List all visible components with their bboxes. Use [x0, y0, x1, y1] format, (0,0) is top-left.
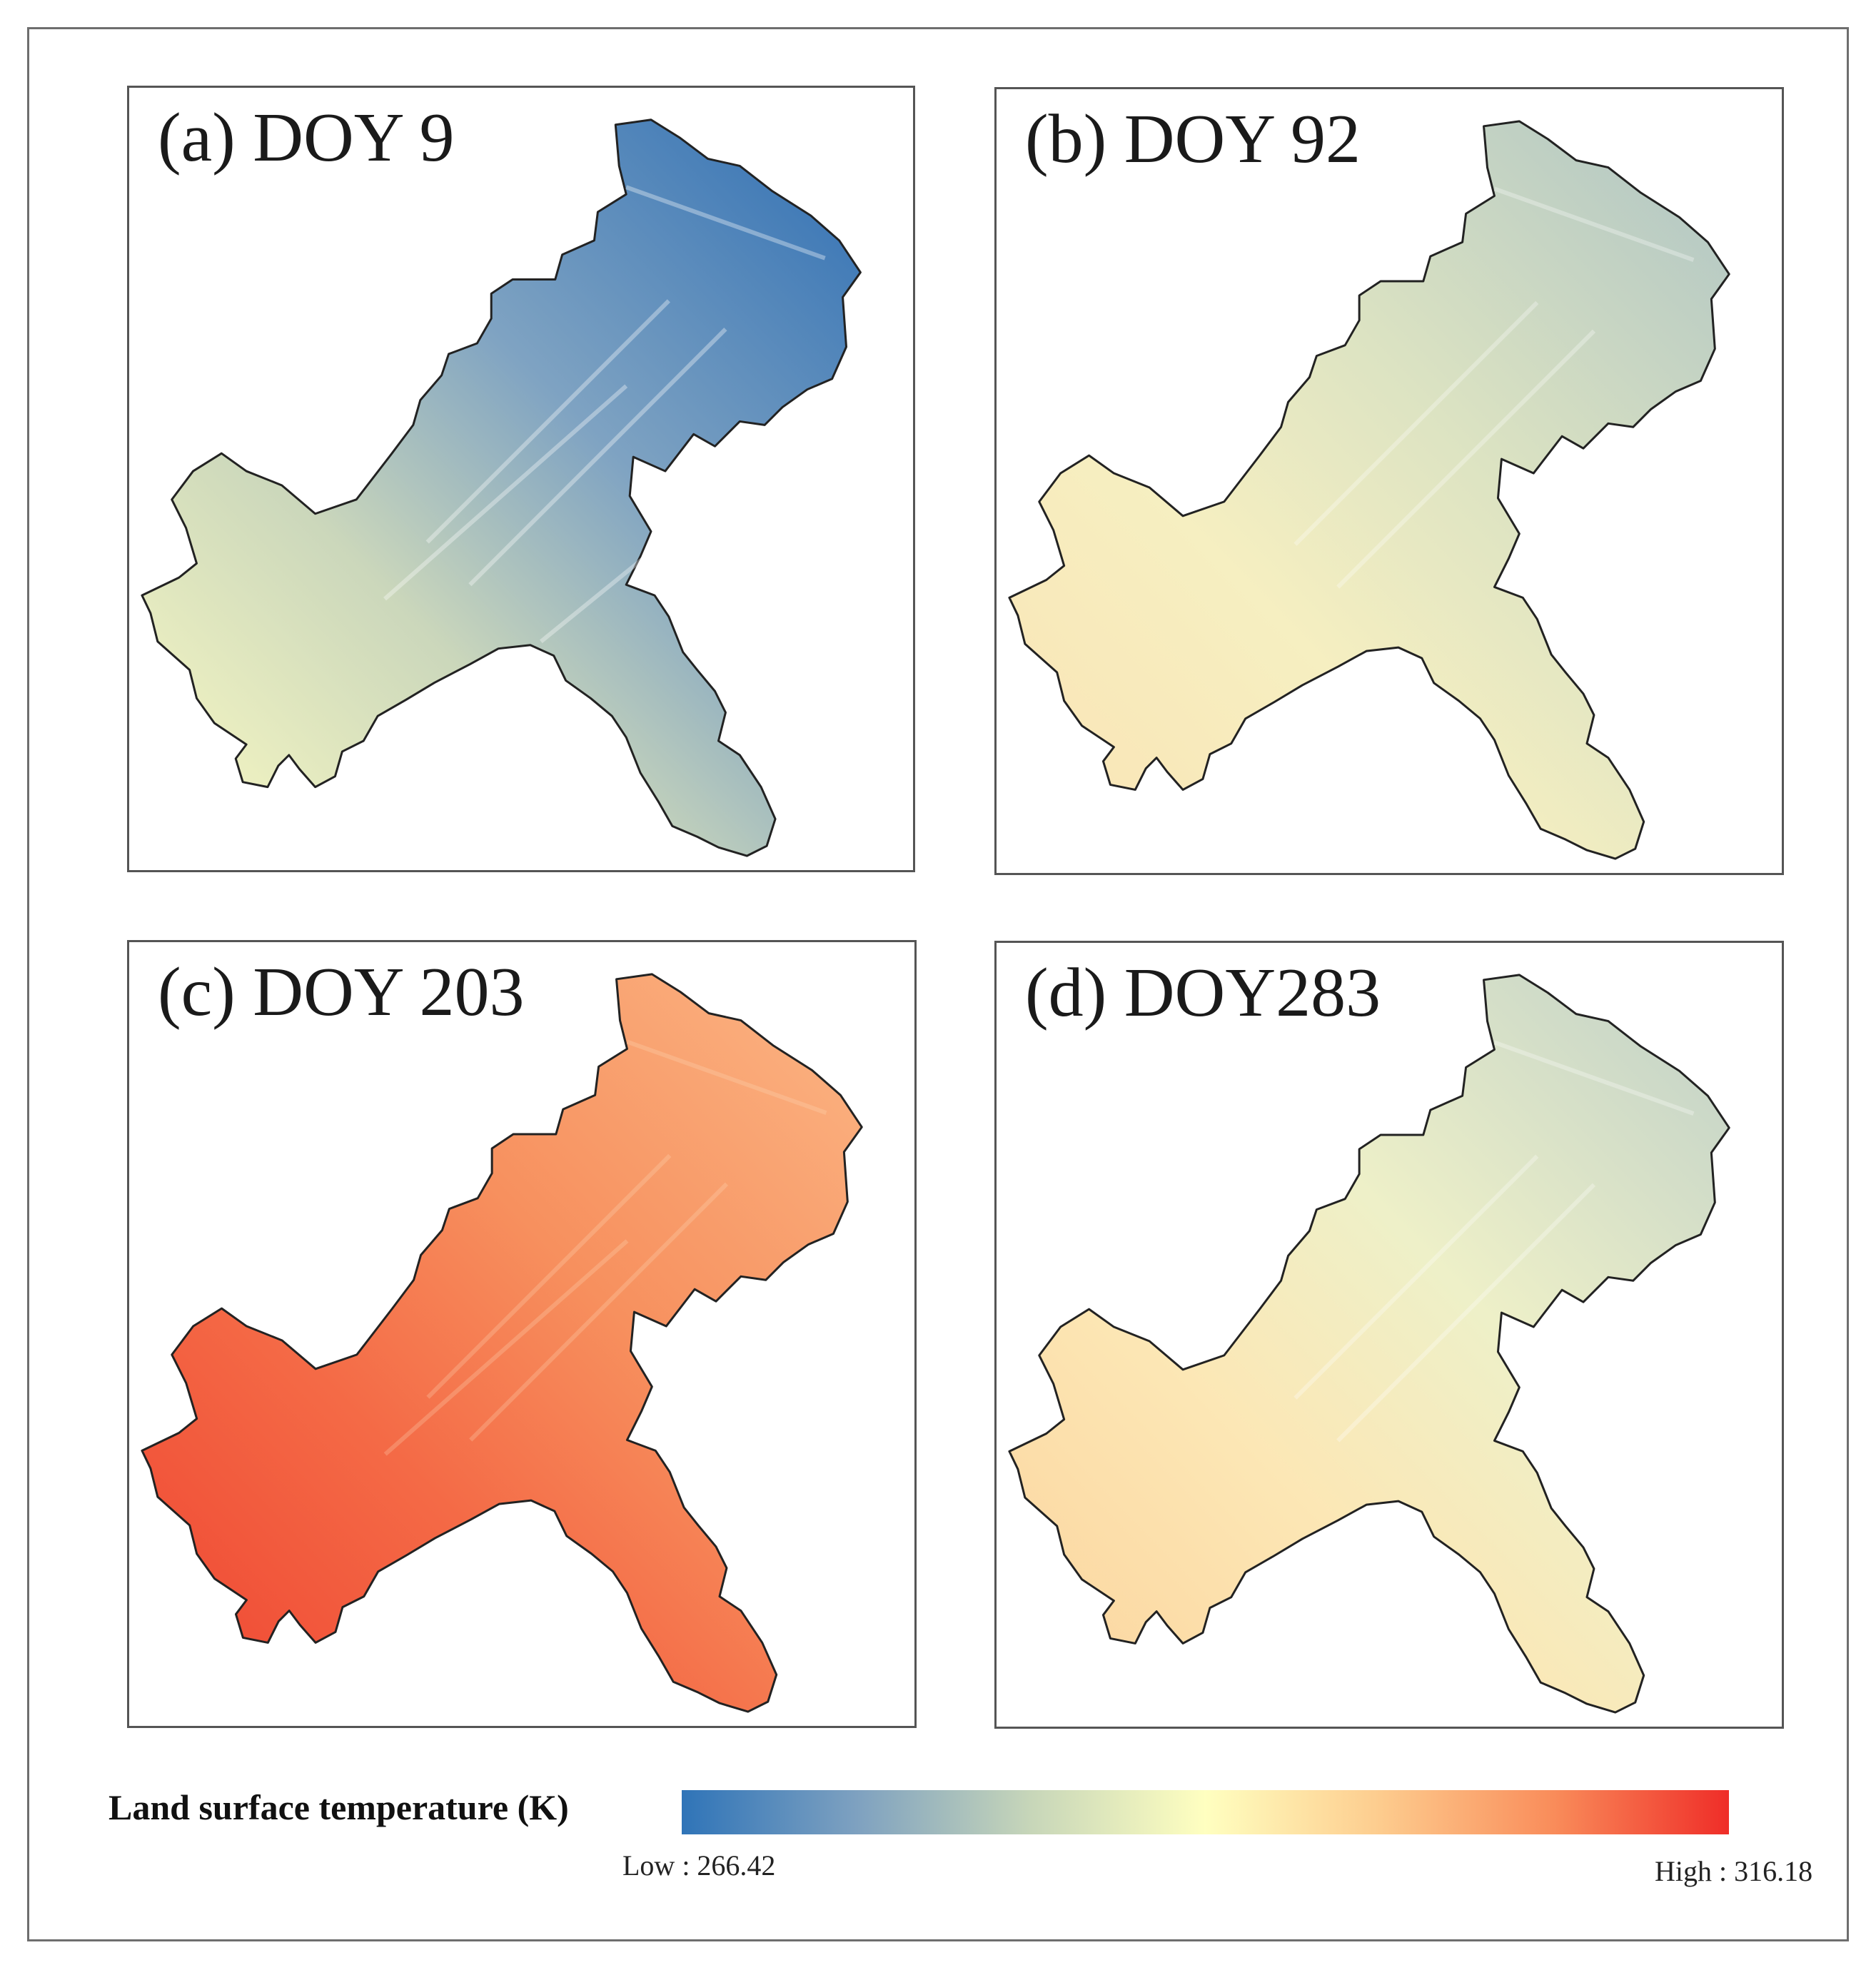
panel-title-b: (b) DOY 92 [1025, 101, 1361, 178]
streak-b2 [1336, 329, 1596, 589]
streak-c1 [426, 1153, 672, 1399]
map-c-svg [141, 973, 863, 1713]
figure-frame [27, 27, 1849, 1941]
chongqing-region-a [141, 118, 862, 857]
streak-c4 [626, 1039, 827, 1115]
chongqing-region-c [141, 973, 863, 1713]
map-panel-c: (c) DOY 203 [127, 940, 917, 1728]
streak-d1 [1293, 1154, 1539, 1400]
panel-title-a: (a) DOY 9 [158, 99, 455, 176]
map-a-svg [141, 118, 862, 857]
map-b-svg [1008, 120, 1730, 860]
streak-a4 [539, 455, 770, 644]
legend-color-ramp [682, 1790, 1729, 1834]
streak-c3 [383, 1239, 629, 1456]
streak-a1 [425, 299, 670, 544]
streak-d3 [1493, 1040, 1695, 1116]
streak-a2 [468, 328, 727, 587]
map-panel-d: (d) DOY283 [994, 941, 1784, 1729]
terrain-streaks-c [383, 1039, 827, 1456]
terrain-streaks-a [383, 185, 826, 644]
legend-title: Land surface temperature (K) [109, 1787, 569, 1827]
map-panel-a: (a) DOY 9 [127, 86, 915, 872]
streak-a3 [383, 384, 628, 601]
streak-b3 [1493, 186, 1695, 262]
streak-a5 [625, 185, 826, 261]
terrain-streaks-d [1293, 1040, 1695, 1443]
chongqing-region-d [1008, 974, 1730, 1714]
map-d-svg [1008, 974, 1730, 1714]
streak-c2 [469, 1182, 729, 1442]
streak-b1 [1293, 300, 1539, 546]
map-panel-b: (b) DOY 92 [994, 87, 1784, 875]
panel-title-d: (d) DOY283 [1025, 954, 1381, 1031]
panel-title-c: (c) DOY 203 [158, 954, 525, 1031]
chongqing-region-b [1008, 120, 1730, 860]
legend-high-label: High : 316.18 [1655, 1855, 1813, 1887]
streak-d2 [1336, 1183, 1596, 1443]
terrain-streaks-b [1293, 186, 1695, 589]
legend-low-label: Low : 266.42 [622, 1849, 776, 1881]
